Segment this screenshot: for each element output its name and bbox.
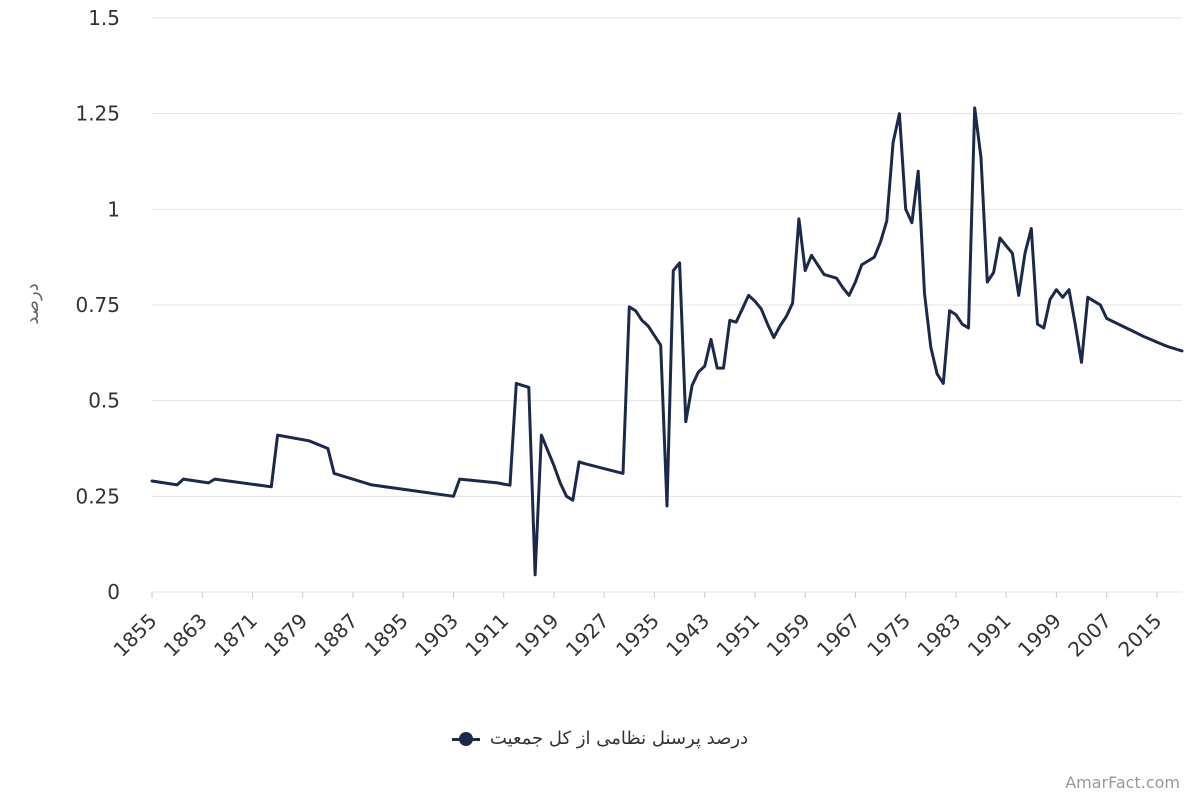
x-tick-label: 1967 [812,609,865,662]
y-tick-label: 0.25 [75,484,120,508]
x-tick-label: 1903 [410,609,463,662]
x-tick-label: 2007 [1063,609,1116,662]
y-tick-label: 1.25 [75,102,120,126]
x-tick-label: 1871 [209,609,262,662]
x-tick-label: 1991 [963,609,1016,662]
x-tick-label: 1879 [259,609,312,662]
x-tick-label: 1935 [611,609,664,662]
x-tick-label: 1927 [561,609,614,662]
x-tick-label: 1999 [1013,609,1066,662]
x-tick-label: 1895 [360,609,413,662]
x-tick-label: 1951 [711,609,764,662]
legend-marker-icon [451,731,480,746]
x-tick-label: 1983 [912,609,965,662]
x-tick-label: 1911 [460,609,513,662]
y-tick-label: 1.5 [88,6,120,30]
x-tick-label: 1887 [310,609,363,662]
y-tick-label: 1 [107,197,120,221]
x-tick-label: 2015 [1113,609,1166,662]
y-tick-label: 0.5 [88,389,120,413]
x-tick-label: 1863 [159,609,212,662]
x-axis-ticks: 1855186318711879188718951903191119191927… [109,592,1166,662]
legend[interactable]: درصد پرسنل نظامی از کل جمعیت [0,728,1200,749]
watermark: AmarFact.com [1065,773,1180,792]
y-tick-label: 0 [107,580,120,604]
x-tick-label: 1975 [862,609,915,662]
y-tick-label: 0.75 [75,293,120,317]
series-line[interactable] [150,106,1184,577]
y-axis-ticks: 0 0.25 0.5 0.75 1 1.25 1.5 [75,6,120,604]
legend-label: درصد پرسنل نظامی از کل جمعیت [489,728,749,749]
series-layer [150,106,1184,577]
y-axis-label: درصد [22,283,43,324]
x-tick-label: 1943 [661,609,714,662]
x-tick-label: 1855 [109,609,162,662]
x-tick-label: 1919 [511,609,564,662]
x-tick-label: 1959 [762,609,815,662]
grid-lines [152,17,1182,593]
